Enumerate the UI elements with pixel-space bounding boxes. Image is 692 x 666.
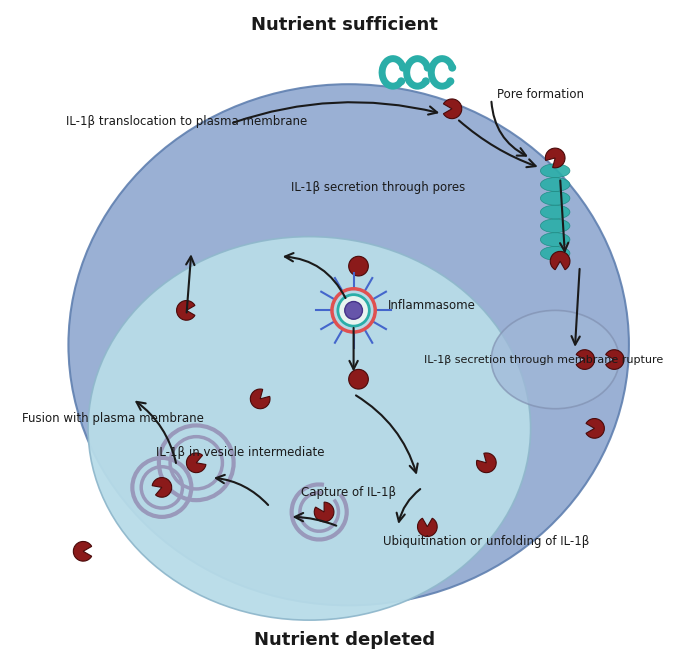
Text: Inflammasome: Inflammasome	[388, 299, 476, 312]
Text: Pore formation: Pore formation	[497, 87, 584, 101]
Text: Capture of IL-1β: Capture of IL-1β	[301, 486, 397, 499]
Wedge shape	[176, 300, 195, 320]
Circle shape	[399, 64, 407, 72]
Wedge shape	[606, 350, 624, 370]
Circle shape	[349, 370, 368, 389]
FancyArrowPatch shape	[295, 513, 336, 525]
FancyArrowPatch shape	[572, 269, 580, 344]
Text: IL-1β translocation to plasma membrane: IL-1β translocation to plasma membrane	[66, 115, 307, 128]
Wedge shape	[417, 518, 437, 537]
Wedge shape	[550, 251, 570, 270]
FancyArrowPatch shape	[356, 396, 418, 473]
Ellipse shape	[88, 236, 531, 620]
Circle shape	[448, 64, 456, 72]
Ellipse shape	[540, 191, 570, 205]
Wedge shape	[186, 453, 206, 473]
Circle shape	[422, 77, 430, 85]
Text: Fusion with plasma membrane: Fusion with plasma membrane	[21, 412, 203, 425]
Wedge shape	[73, 541, 92, 561]
Ellipse shape	[540, 232, 570, 246]
Ellipse shape	[69, 84, 629, 605]
FancyArrowPatch shape	[459, 121, 536, 167]
FancyArrowPatch shape	[186, 256, 194, 312]
Circle shape	[397, 77, 405, 85]
Circle shape	[349, 256, 368, 276]
Ellipse shape	[540, 164, 570, 178]
Ellipse shape	[540, 219, 570, 232]
FancyArrowPatch shape	[233, 102, 437, 123]
Text: Nutrient depleted: Nutrient depleted	[254, 631, 435, 649]
Ellipse shape	[540, 205, 570, 219]
Circle shape	[338, 294, 370, 326]
Wedge shape	[477, 453, 496, 473]
Text: Ubiquitination or unfolding of IL-1β: Ubiquitination or unfolding of IL-1β	[383, 535, 590, 548]
Wedge shape	[314, 502, 334, 521]
Text: Nutrient sufficient: Nutrient sufficient	[251, 16, 438, 34]
FancyArrowPatch shape	[397, 489, 420, 521]
Wedge shape	[576, 350, 594, 370]
FancyArrowPatch shape	[216, 475, 268, 505]
FancyArrowPatch shape	[349, 328, 358, 369]
Wedge shape	[152, 478, 172, 498]
FancyArrowPatch shape	[491, 102, 526, 156]
Ellipse shape	[540, 246, 570, 260]
FancyArrowPatch shape	[285, 253, 345, 298]
FancyArrowPatch shape	[560, 180, 568, 251]
Wedge shape	[545, 148, 565, 168]
Text: IL-1β secretion through membrane rupture: IL-1β secretion through membrane rupture	[424, 354, 663, 364]
Circle shape	[446, 77, 455, 85]
Circle shape	[345, 302, 363, 319]
Ellipse shape	[540, 178, 570, 191]
Text: IL-1β secretion through pores: IL-1β secretion through pores	[291, 181, 465, 194]
Ellipse shape	[491, 310, 619, 409]
Text: IL-1β in vesicle intermediate: IL-1β in vesicle intermediate	[156, 446, 325, 460]
Wedge shape	[444, 99, 462, 119]
Wedge shape	[586, 418, 604, 438]
Circle shape	[424, 64, 432, 72]
FancyArrowPatch shape	[136, 402, 176, 463]
Wedge shape	[251, 389, 270, 409]
